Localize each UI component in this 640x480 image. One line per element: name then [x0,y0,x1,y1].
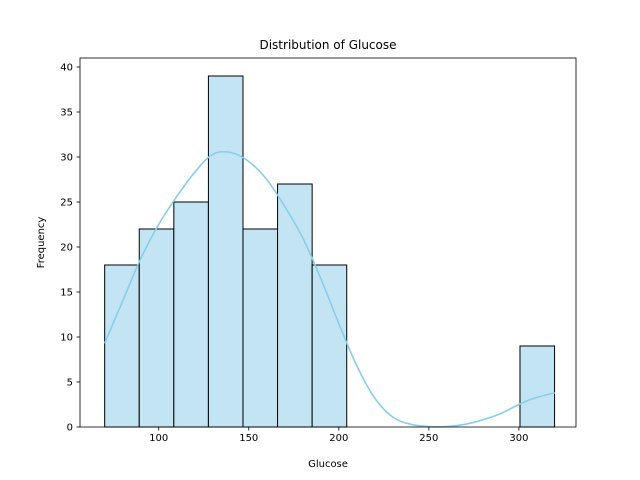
y-tick-label-15: 15 [60,288,73,299]
y-tick-label-40: 40 [60,63,73,74]
y-axis-ticks: 0 5 10 15 20 25 30 35 40 [60,63,80,434]
histogram-bar-4 [242,228,279,428]
histogram-bar-7 [519,345,556,428]
x-axis-label: Glucose [308,459,348,470]
x-axis-ticks: 100 150 200 250 300 [149,427,528,444]
histogram-bars [104,75,556,428]
y-tick-label-30: 30 [60,153,73,164]
histogram-bar-6 [311,264,348,428]
histogram-bar-5 [277,183,313,428]
kde-curve [103,150,556,428]
y-tick-label-5: 5 [67,378,73,389]
x-tick-label-300: 300 [509,433,528,444]
x-tick-label-100: 100 [149,433,168,444]
x-tick-label-150: 150 [239,433,258,444]
chart-title: Distribution of Glucose [259,38,396,52]
y-tick-label-25: 25 [60,198,73,209]
plot-frame [79,57,577,428]
histogram-bar-0 [104,264,140,428]
histogram-bar-2 [173,201,209,428]
y-tick-label-35: 35 [60,108,73,119]
x-tick-label-250: 250 [419,433,438,444]
y-tick-label-20: 20 [60,243,73,254]
histogram-bar-1 [138,228,175,428]
y-tick-label-0: 0 [67,423,73,434]
histogram-bar-3 [207,75,244,428]
y-tick-label-10: 10 [60,333,73,344]
x-tick-label-200: 200 [329,433,348,444]
y-axis-label: Frequency [36,217,47,269]
